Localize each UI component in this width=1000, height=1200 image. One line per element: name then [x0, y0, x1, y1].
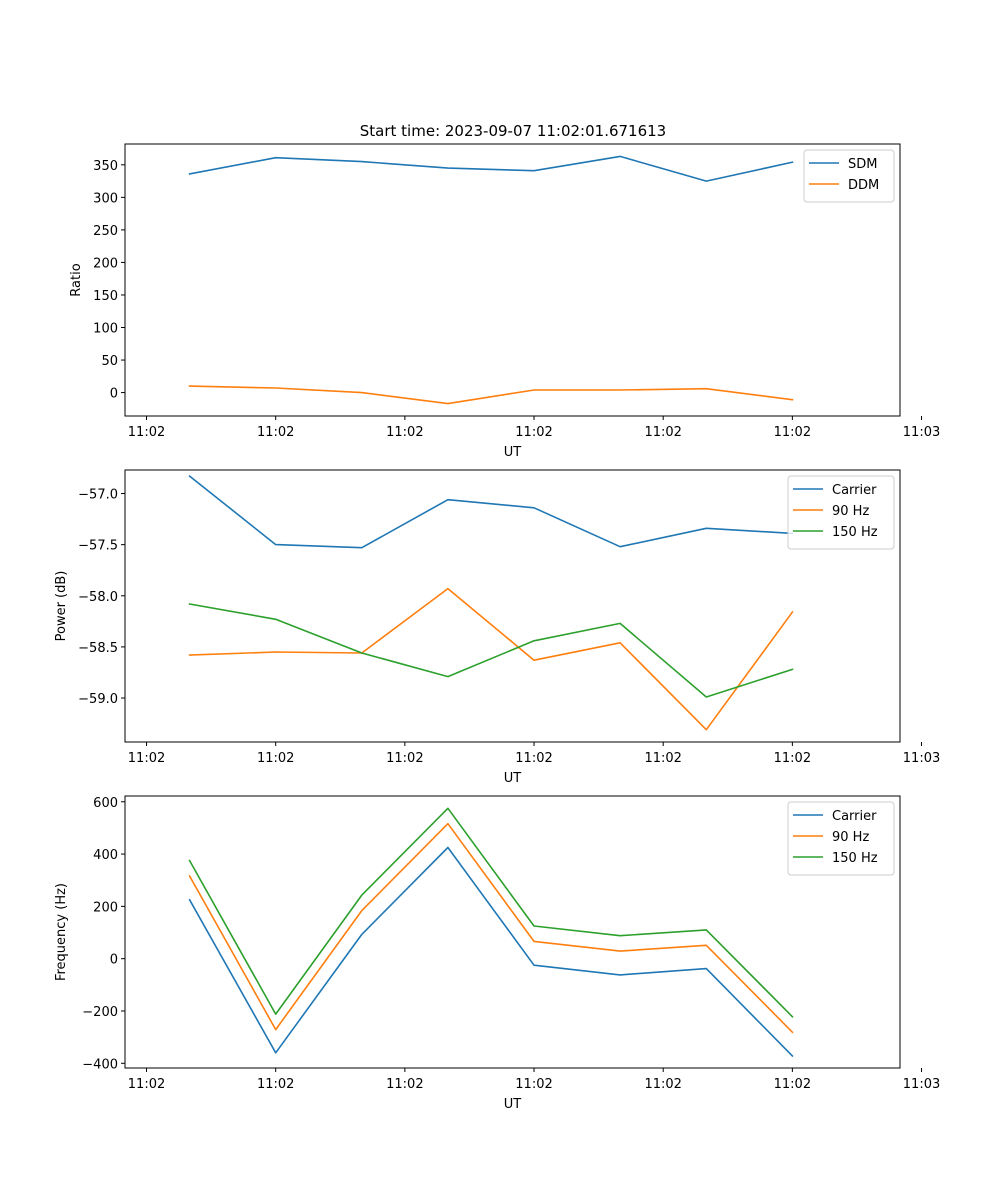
y-tick-label: −58.0 [78, 590, 118, 605]
panels: 11:02 11:02 11:02 11:02 11:02 11:02 11:03 0 50 10… [54, 143, 940, 1112]
legend: SDM DDM [803, 149, 895, 203]
x-tick-label: 11:02 [644, 751, 681, 766]
legend-label: 150 Hz [832, 851, 878, 866]
x-tick-label: 11:03 [903, 1077, 940, 1092]
x-tick-label: 11:02 [257, 1077, 294, 1092]
y-tick-label: 300 [93, 191, 118, 206]
legend-label: Carrier [832, 809, 877, 824]
x-axis-label: UT [504, 1097, 522, 1112]
y-axis-label: Frequency (Hz) [54, 883, 69, 981]
y-tick-label: −200 [82, 1005, 118, 1020]
legend-label: Carrier [832, 483, 877, 498]
panel-2: 11:02 11:02 11:02 11:02 11:02 11:02 11:03 −59.0… [54, 469, 940, 786]
series-line-90-hz [188, 822, 794, 1034]
y-tick-label: 100 [93, 322, 118, 337]
x-tick-label: 11:02 [128, 425, 165, 440]
y-tick-label: −58.5 [78, 641, 118, 656]
y-tick-label: −57.0 [78, 488, 118, 503]
plot-frame [124, 143, 901, 417]
x-tick-label: 11:02 [386, 425, 423, 440]
y-tick-label: 0 [110, 387, 118, 402]
legend: Carrier 90 Hz 150 Hz [787, 475, 895, 550]
legend-label: DDM [848, 178, 879, 193]
panel-3: 11:02 11:02 11:02 11:02 11:02 11:02 11:03 −400 −… [54, 795, 940, 1112]
y-tick-label: 350 [93, 159, 118, 174]
x-tick-label: 11:02 [386, 1077, 423, 1092]
series-line-carrier [188, 846, 794, 1058]
y-tick-label: 150 [93, 289, 118, 304]
plot-frame [124, 469, 901, 743]
x-tick-label: 11:02 [515, 751, 552, 766]
x-tick-label: 11:02 [257, 751, 294, 766]
y-tick-label: −57.5 [78, 539, 118, 554]
y-tick-label: 400 [93, 848, 118, 863]
y-axis-label: Power (dB) [54, 571, 69, 642]
x-tick-label: 11:02 [774, 1077, 811, 1092]
y-tick-label: 250 [93, 224, 118, 239]
x-tick-label: 11:02 [644, 425, 681, 440]
plot-frame [124, 795, 901, 1069]
y-tick-label: 0 [110, 953, 118, 968]
series-line-150-hz [188, 603, 794, 698]
x-tick-label: 11:02 [257, 425, 294, 440]
series-line-sdm [188, 155, 794, 182]
series-line-carrier [188, 474, 794, 549]
y-tick-label: −400 [82, 1057, 118, 1072]
chart-title: Start time: 2023-09-07 11:02:01.671613 [360, 122, 666, 140]
legend-label: 90 Hz [832, 504, 869, 519]
x-tick-label: 11:03 [903, 751, 940, 766]
legend-label: SDM [848, 157, 877, 172]
y-tick-label: 200 [93, 256, 118, 271]
x-tick-label: 11:03 [903, 425, 940, 440]
x-tick-label: 11:02 [644, 1077, 681, 1092]
x-tick-label: 11:02 [515, 425, 552, 440]
series-line-90-hz [188, 587, 794, 731]
y-axis-label: Ratio [69, 263, 84, 296]
x-tick-label: 11:02 [774, 425, 811, 440]
y-tick-label: −59.0 [78, 692, 118, 707]
series-line-ddm [188, 385, 794, 405]
x-tick-label: 11:02 [515, 1077, 552, 1092]
y-tick-label: 50 [101, 354, 118, 369]
x-axis-label: UT [504, 445, 522, 460]
legend: Carrier 90 Hz 150 Hz [787, 801, 895, 876]
x-tick-label: 11:02 [128, 1077, 165, 1092]
x-tick-label: 11:02 [774, 751, 811, 766]
y-tick-label: 200 [93, 900, 118, 915]
x-tick-label: 11:02 [386, 751, 423, 766]
legend-label: 90 Hz [832, 830, 869, 845]
series-line-150-hz [188, 807, 794, 1018]
x-tick-label: 11:02 [128, 751, 165, 766]
x-axis-label: UT [504, 771, 522, 786]
panel-1: 11:02 11:02 11:02 11:02 11:02 11:02 11:03 0 50 10… [69, 143, 940, 460]
legend-label: 150 Hz [832, 525, 878, 540]
y-tick-label: 600 [93, 796, 118, 811]
